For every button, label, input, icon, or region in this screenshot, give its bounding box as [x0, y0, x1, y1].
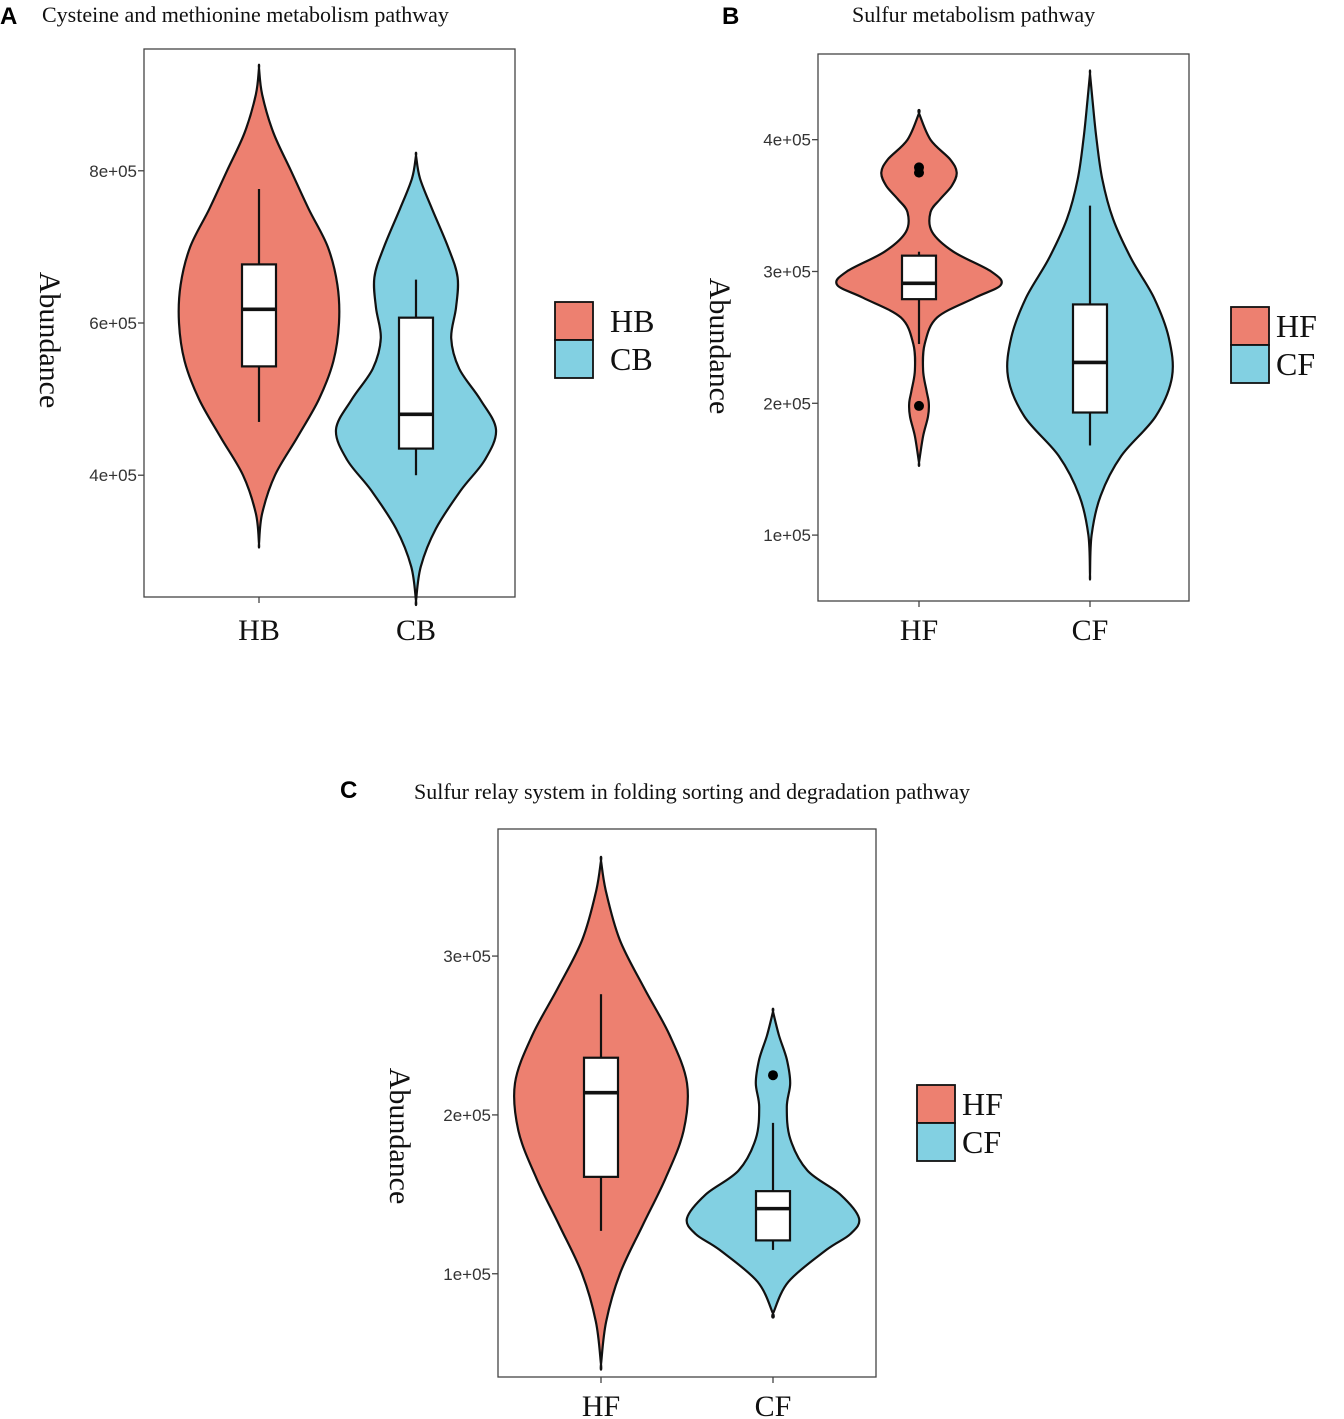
panel-a-ytick-label: 6e+05: [89, 314, 137, 333]
panel-b-title: Sulfur metabolism pathway: [852, 2, 1095, 27]
panel-a-legend-key-hb: [554, 301, 594, 341]
panel-a-letter: A: [0, 3, 17, 30]
panel-a-ylabel: Abundance: [33, 272, 66, 409]
panel-a-box-cb: [397, 316, 435, 450]
panel-c-series-hf: [512, 855, 690, 1371]
panel-b-legend-key-hf: [1230, 306, 1270, 346]
panel-b-ytick-label: 2e+05: [763, 394, 811, 413]
panel-b: B Sulfur metabolism pathway 1e+05 2e+05 3e+0…: [703, 2, 1317, 647]
panel-a-box-hb: [240, 263, 278, 368]
panel-c-ytick-label: 1e+05: [443, 1265, 491, 1284]
panel-a: A Cysteine and methionine metabolism path…: [0, 2, 654, 647]
panel-c-ytick-label: 2e+05: [443, 1106, 491, 1125]
panel-c-ylabel: Abundance: [383, 1068, 416, 1205]
panel-b-box-hf: [900, 254, 938, 301]
panel-a-ytick-label: 4e+05: [89, 466, 137, 485]
panel-c-xtick-label: HF: [582, 1390, 620, 1419]
panel-a-series-hb: [177, 63, 341, 549]
panel-b-letter: B: [722, 3, 739, 30]
panel-c-legend-label-cf: CF: [962, 1124, 1001, 1160]
panel-a-xtick-label: HB: [238, 614, 280, 647]
panel-b-ylabel: Abundance: [703, 278, 736, 415]
panel-b-outlier-point: [914, 162, 924, 173]
panel-c-legend-label-hf: HF: [962, 1086, 1003, 1122]
panel-c-xtick-label: CF: [755, 1390, 792, 1419]
panel-b-box-cf: [1071, 303, 1109, 414]
panel-c-ytick-label: 3e+05: [443, 947, 491, 966]
panel-b-series-cf: [1006, 69, 1174, 581]
panel-b-legend-key-cf: [1230, 344, 1270, 384]
panel-c-legend-key-cf: [916, 1122, 956, 1162]
panel-b-ytick-label: 3e+05: [763, 262, 811, 281]
panel-b-legend-label-hf: HF: [1276, 308, 1317, 344]
panel-a-ytick-label: 8e+05: [89, 162, 137, 181]
panel-a-series-cb: [334, 151, 498, 607]
panel-b-series-hf: [835, 108, 1003, 467]
panel-b-ytick-label: 1e+05: [763, 526, 811, 545]
panel-c-legend-key-hf: [916, 1084, 956, 1124]
panel-c-box-hf: [582, 1056, 620, 1178]
panel-a-xtick-label: CB: [396, 614, 436, 647]
panel-c-box-cf: [754, 1190, 792, 1242]
panel-c-letter: C: [340, 777, 357, 804]
panel-b-xtick-label: HF: [900, 614, 938, 647]
panel-c-outlier-point: [768, 1070, 778, 1081]
panel-c: C Sulfur relay system in folding sorting …: [340, 777, 1003, 1419]
panel-b-legend-label-cf: CF: [1276, 346, 1315, 382]
panel-b-ytick-label: 4e+05: [763, 131, 811, 150]
panel-c-title: Sulfur relay system in folding sorting a…: [414, 779, 970, 804]
panel-b-xtick-label: CF: [1072, 614, 1109, 647]
panel-a-title: Cysteine and methionine metabolism pathw…: [42, 2, 449, 27]
panel-a-legend-key-cb: [554, 339, 594, 379]
panel-a-legend-label-cb: CB: [610, 341, 653, 377]
panel-b-outlier-point: [914, 400, 924, 411]
panel-a-legend-label-hb: HB: [610, 303, 654, 339]
panel-c-series-cf: [685, 1007, 861, 1319]
